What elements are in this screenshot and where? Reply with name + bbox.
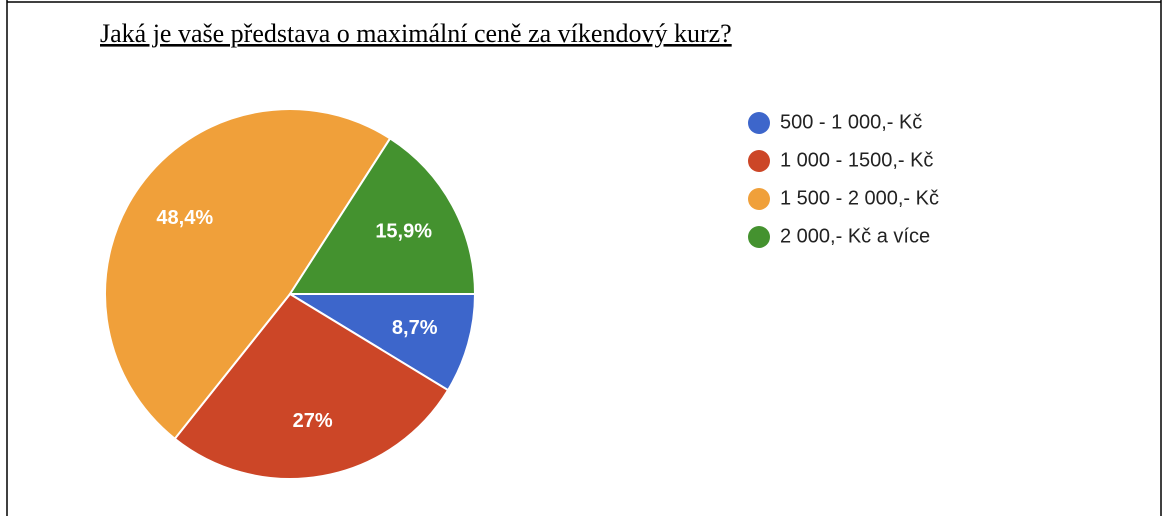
- slice-label: 48,4%: [156, 207, 213, 229]
- pie-slice: [173, 292, 450, 480]
- chart-title: Jaká je vaše představa o maximální ceně …: [100, 19, 732, 48]
- legend-swatch: [748, 188, 770, 210]
- pie-slice: [104, 108, 392, 441]
- legend-label: 2 000,- Kč a více: [780, 225, 930, 247]
- legend-swatch: [748, 226, 770, 248]
- legend-label: 1 000 - 1500,- Kč: [780, 149, 933, 171]
- pie-slice: [286, 293, 477, 392]
- slice-label: 27%: [293, 410, 333, 432]
- legend-swatch: [748, 112, 770, 134]
- pie-slice: [288, 137, 477, 295]
- slice-label: 15,9%: [375, 220, 432, 242]
- legend-label: 1 500 - 2 000,- Kč: [780, 187, 939, 209]
- slice-label: 8,7%: [392, 317, 438, 339]
- legend-swatch: [748, 150, 770, 172]
- legend-label: 500 - 1 000,- Kč: [780, 111, 922, 133]
